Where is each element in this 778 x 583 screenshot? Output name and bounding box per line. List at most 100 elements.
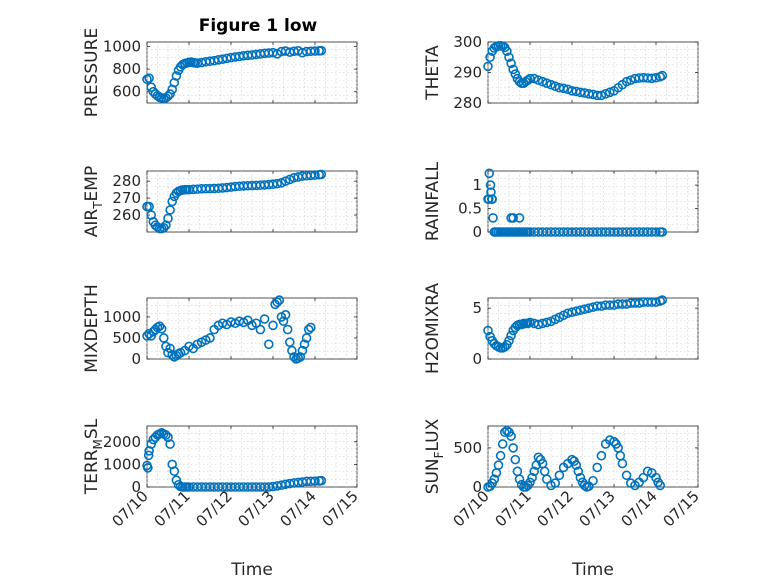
y-tick-label: 800 bbox=[112, 60, 141, 78]
figure-title: Figure 1 low bbox=[199, 16, 318, 36]
data-point bbox=[167, 349, 177, 360]
y-tick-label: 600 bbox=[112, 83, 141, 101]
data-point bbox=[284, 337, 295, 347]
data-point bbox=[571, 460, 582, 470]
data-point bbox=[617, 458, 628, 469]
data-point bbox=[537, 76, 548, 87]
data-point bbox=[303, 324, 314, 335]
x-tick-label: 07/12 bbox=[193, 487, 236, 530]
data-point bbox=[651, 472, 661, 483]
y-tick-label: 0.5 bbox=[458, 200, 482, 218]
data-point bbox=[533, 319, 544, 330]
data-point bbox=[493, 460, 504, 470]
data-point bbox=[146, 82, 156, 92]
data-point bbox=[297, 345, 308, 356]
data-point bbox=[508, 443, 519, 453]
data-point bbox=[316, 45, 327, 56]
data-point bbox=[278, 316, 289, 326]
y-axis-label: H2OMIXRA bbox=[423, 283, 443, 374]
data-point bbox=[657, 227, 668, 237]
data-point bbox=[282, 324, 293, 335]
data-point bbox=[485, 52, 495, 63]
y-tick-label: 1000 bbox=[103, 308, 141, 326]
y-axis-label-main: PRESSURE bbox=[82, 28, 102, 117]
x-tick-label: 07/11 bbox=[492, 487, 535, 530]
data-point bbox=[575, 305, 586, 316]
y-axis-label-main: MIXDEPTH bbox=[82, 284, 102, 373]
data-point bbox=[625, 75, 636, 85]
y-tick-label: 5 bbox=[472, 299, 482, 317]
data-point bbox=[651, 72, 661, 83]
data-point bbox=[506, 431, 516, 441]
data-point bbox=[621, 76, 632, 87]
data-point bbox=[259, 314, 270, 324]
y-tick-label: 500 bbox=[453, 439, 482, 457]
data-point bbox=[169, 466, 180, 476]
data-point bbox=[263, 339, 274, 350]
data-point bbox=[163, 213, 173, 224]
data-point bbox=[579, 304, 590, 314]
data-point bbox=[651, 297, 661, 307]
x-tick-label: 07/10 bbox=[109, 487, 152, 530]
y-tick-label: 280 bbox=[112, 172, 141, 190]
y-axis-label-subscript: T bbox=[91, 201, 105, 210]
x-tick-label: 07/10 bbox=[450, 487, 493, 530]
data-point bbox=[527, 472, 537, 483]
x-tick-label: 07/14 bbox=[618, 487, 661, 530]
data-point bbox=[316, 475, 327, 486]
y-tick-label: 0 bbox=[131, 478, 141, 496]
data-point bbox=[562, 84, 573, 95]
data-point bbox=[558, 83, 569, 94]
subplot-4: 0 0.5 1 RAINFALL bbox=[423, 161, 699, 241]
y-tick-label: 500 bbox=[112, 329, 141, 347]
y-tick-label: 280 bbox=[453, 94, 482, 112]
data-point bbox=[488, 213, 498, 223]
data-point bbox=[600, 89, 611, 99]
data-point bbox=[510, 454, 521, 465]
data-point bbox=[146, 439, 156, 449]
data-point bbox=[495, 450, 506, 461]
data-point bbox=[316, 169, 327, 180]
data-point bbox=[541, 317, 552, 328]
data-point bbox=[205, 333, 215, 343]
y-tick-label: 300 bbox=[453, 33, 482, 51]
y-axis-label-main: SUN bbox=[423, 458, 443, 494]
x-tick-label: 07/13 bbox=[235, 487, 278, 530]
data-point bbox=[272, 178, 283, 189]
data-point bbox=[657, 295, 668, 305]
data-point bbox=[274, 295, 285, 305]
data-point bbox=[529, 466, 540, 477]
y-tick-label: 290 bbox=[453, 64, 482, 82]
data-point bbox=[163, 91, 173, 102]
data-point bbox=[165, 89, 175, 99]
data-point bbox=[154, 321, 165, 331]
data-point bbox=[642, 466, 653, 477]
x-tick-label: 07/15 bbox=[660, 487, 703, 530]
y-axis-label: MIXDEPTH bbox=[82, 284, 102, 373]
data-point bbox=[486, 187, 496, 197]
data-point bbox=[305, 322, 316, 333]
x-tick-label: 07/14 bbox=[277, 487, 320, 530]
data-point bbox=[167, 196, 177, 207]
data-point bbox=[165, 343, 175, 354]
data-point bbox=[514, 213, 525, 223]
data-point bbox=[484, 168, 495, 179]
data-point bbox=[287, 345, 297, 356]
y-axis-label-subscript: F bbox=[432, 451, 446, 458]
data-point bbox=[562, 308, 573, 319]
data-point bbox=[651, 227, 661, 237]
data-point bbox=[483, 325, 493, 336]
y-axis-label-subscript: M bbox=[91, 439, 105, 449]
data-point bbox=[592, 462, 603, 473]
data-point bbox=[299, 339, 310, 350]
data-point bbox=[165, 205, 175, 215]
data-point bbox=[554, 470, 565, 481]
data-point bbox=[487, 194, 498, 204]
data-point bbox=[550, 478, 561, 488]
y-axis-label-main: AIR bbox=[82, 209, 102, 238]
y-axis-label: AIRTEMP bbox=[82, 166, 105, 237]
data-point bbox=[571, 306, 582, 317]
